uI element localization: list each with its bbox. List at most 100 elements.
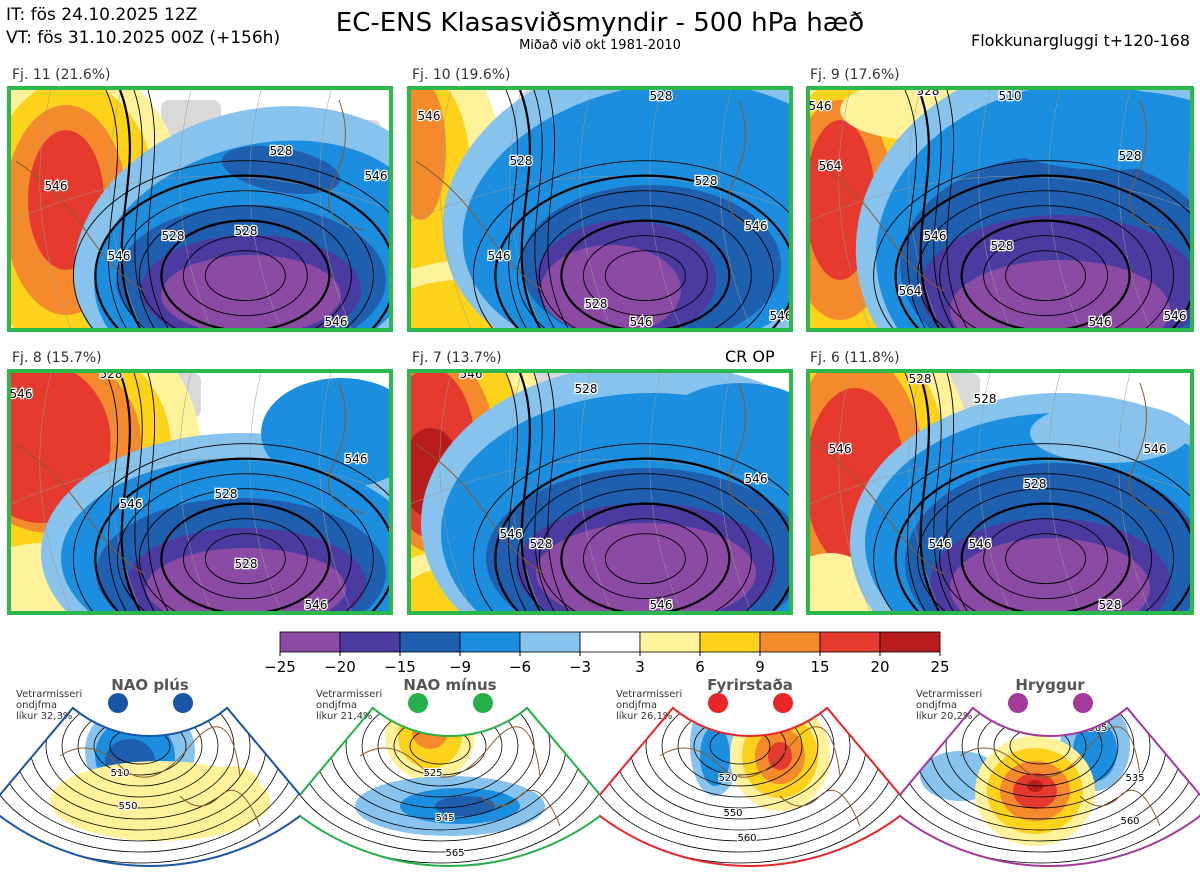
height-contour — [138, 205, 352, 328]
colorbar-tick-label: 25 — [930, 658, 949, 676]
colorbar-bin — [639, 631, 701, 653]
contour-label: 564 — [899, 284, 922, 298]
height-contour — [147, 90, 169, 328]
colorbar-bin — [519, 631, 581, 653]
contour-label: 546 — [1089, 315, 1112, 328]
height-contour — [94, 174, 389, 328]
colorbar-tick-label: 6 — [695, 658, 705, 676]
parallel-line — [411, 458, 789, 505]
height-contour — [1005, 250, 1087, 302]
height-contour — [983, 518, 1109, 600]
anomaly-map: 546 528 528 546 528 546 546 528 — [810, 373, 1190, 611]
colorbar-tick-label: −3 — [569, 658, 591, 676]
contour-label: 546 — [745, 472, 768, 486]
contour-label: 528 — [974, 392, 997, 406]
colorbar-tick-label: 20 — [870, 658, 889, 676]
contour-label: 565 — [445, 848, 464, 859]
height-contour — [960, 502, 1131, 611]
coastline — [327, 99, 365, 231]
regime-marker — [773, 693, 793, 713]
contour-label: 546 — [365, 169, 388, 183]
colorbar-bin — [879, 631, 941, 653]
cluster-map-7: 546 528 546 546 528 546 — [407, 369, 793, 615]
height-contour — [547, 373, 569, 611]
height-contour — [917, 473, 1175, 611]
regime-probability-note: ondjfma — [616, 700, 657, 711]
meridian-line — [249, 373, 282, 611]
page-subtitle: Miðað við okt 1981-2010 — [519, 38, 681, 53]
anomaly-shading — [536, 523, 756, 611]
meridian-line — [649, 90, 682, 328]
contour-label: 525 — [423, 768, 442, 779]
height-contour — [116, 190, 374, 328]
contour-label: 528 — [510, 154, 533, 168]
height-contour — [917, 190, 1175, 328]
height-contour — [894, 457, 1190, 611]
height-contour — [904, 373, 926, 611]
contour-label: 546 — [418, 109, 441, 123]
height-contour — [977, 707, 1103, 787]
contour-label: 546 — [630, 315, 653, 328]
height-contour — [518, 373, 541, 611]
height-contour — [873, 443, 1190, 611]
height-contour — [518, 90, 541, 328]
colorbar-tick-label: 15 — [810, 658, 829, 676]
cluster-title-10: Fj. 10 (19.6%) — [412, 67, 511, 83]
colorbar-bin — [279, 631, 341, 653]
contour-label: 560 — [1120, 816, 1139, 827]
contour-label: 550 — [723, 808, 742, 819]
contour-label: 528 — [575, 382, 598, 396]
cluster-title-6: Fj. 6 (11.8%) — [810, 350, 900, 366]
height-contour — [932, 373, 954, 611]
height-contour — [472, 443, 789, 611]
height-contour — [547, 90, 569, 328]
meridian-line — [1118, 90, 1151, 328]
contour-label: 546 — [770, 309, 789, 323]
contour-label: 546 — [460, 373, 483, 381]
meridian-line — [179, 373, 212, 611]
regime-probability-note: Vetrarmisseri — [16, 689, 82, 700]
height-contour — [182, 235, 308, 317]
height-contour — [516, 190, 774, 328]
colorbar-tick-label: −20 — [324, 658, 356, 676]
colorbar-tick-label: 9 — [755, 658, 765, 676]
contour-label: 546 — [325, 315, 348, 328]
anomaly-shading — [161, 255, 341, 328]
coastline — [659, 726, 841, 778]
meridian-line — [319, 373, 352, 611]
height-contour — [1005, 533, 1087, 585]
cluster-map-10: 546 528 528 528 546 546 528 546 546 — [407, 86, 793, 332]
height-contour — [661, 707, 819, 798]
height-contour — [377, 707, 503, 787]
contour-label: 528 — [650, 90, 673, 103]
height-contour — [289, 707, 611, 864]
contour-label: 528 — [530, 537, 553, 551]
contour-label: 528 — [215, 487, 238, 501]
height-contour — [182, 518, 308, 600]
contour-label: 528 — [1099, 598, 1122, 611]
contour-label: 546 — [829, 442, 852, 456]
height-contour — [494, 174, 789, 328]
meridian-line — [319, 90, 352, 328]
height-contour — [505, 90, 527, 328]
contour-label: 546 — [120, 497, 143, 511]
height-contour — [494, 457, 789, 611]
colorbar-svg: −25 −20 −15 −9 −6 −3 3 6 9 15 20 25 — [264, 631, 950, 676]
contour-label: 535 — [1125, 773, 1144, 784]
coastline — [179, 789, 261, 827]
coastline — [327, 382, 365, 514]
meridian-line — [978, 90, 1011, 328]
height-contour — [932, 90, 954, 328]
contour-label: 528 — [270, 144, 293, 158]
coastline — [15, 160, 147, 292]
contour-label: 528 — [235, 557, 258, 571]
colorbar: −25 −20 −15 −9 −6 −3 3 6 9 15 20 25 — [260, 630, 960, 678]
contour-label: 546 — [929, 537, 952, 551]
colorbar-bin — [339, 631, 401, 653]
regime-marker — [1008, 693, 1028, 713]
meridian-line — [179, 90, 212, 328]
regime-probability-note: Vetrarmisseri — [916, 689, 982, 700]
height-contour — [538, 488, 752, 611]
colorbar-tick-label: −9 — [449, 658, 471, 676]
coastline — [15, 443, 147, 575]
